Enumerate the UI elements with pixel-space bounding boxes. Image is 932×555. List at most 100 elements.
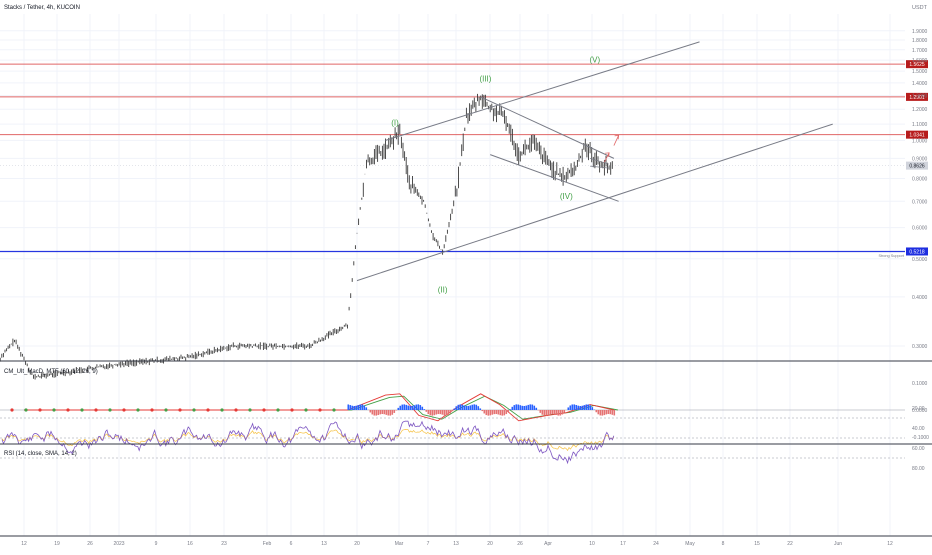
x-tick-label: 20 bbox=[354, 541, 360, 547]
macd-cross-dot bbox=[248, 408, 251, 411]
macd-histogram-bar bbox=[613, 410, 615, 415]
current-price-tag-text: 0.8626 bbox=[909, 164, 925, 170]
macd-histogram-bar bbox=[349, 405, 351, 410]
macd-histogram-bar bbox=[591, 407, 593, 410]
x-tick-label: 9 bbox=[155, 541, 158, 547]
rsi-tick-label: 20.00 bbox=[912, 406, 925, 412]
macd-cross-dot bbox=[164, 408, 167, 411]
macd-histogram-bar bbox=[467, 406, 469, 410]
macd-histogram-bar bbox=[481, 410, 483, 411]
x-tick-label: 23 bbox=[221, 541, 227, 547]
macd-histogram-bar bbox=[387, 410, 389, 416]
macd-histogram-bar bbox=[483, 410, 485, 413]
macd-histogram-bar bbox=[435, 410, 437, 415]
rsi-tick-label: 80.00 bbox=[912, 466, 925, 472]
macd-histogram-bar bbox=[531, 405, 533, 410]
macd-histogram-bar bbox=[417, 404, 419, 410]
macd-histogram-bar bbox=[433, 410, 435, 415]
macd-histogram-bar bbox=[491, 410, 493, 415]
x-tick-label: 20 bbox=[487, 541, 493, 547]
x-tick-label: 22 bbox=[787, 541, 793, 547]
macd-histogram-bar bbox=[471, 405, 473, 410]
x-tick-label: 15 bbox=[754, 541, 760, 547]
macd-histogram-bar bbox=[427, 410, 429, 414]
macd-histogram-bar bbox=[575, 405, 577, 410]
macd-histogram-bar bbox=[535, 408, 537, 410]
macd-histogram-bar bbox=[445, 410, 447, 416]
macd-histogram-bar bbox=[355, 406, 357, 410]
macd-histogram-bar bbox=[365, 407, 367, 410]
macd-histogram-bar bbox=[443, 410, 445, 415]
macd-histogram-bar bbox=[597, 410, 599, 414]
macd-cross-dot bbox=[52, 408, 55, 411]
macd-histogram-bar bbox=[451, 410, 453, 411]
macd-histogram-bar bbox=[379, 410, 381, 414]
macd-line bbox=[24, 394, 614, 421]
macd-histogram-bar bbox=[493, 410, 495, 414]
x-tick-label: Apr bbox=[544, 541, 552, 547]
macd-histogram-bar bbox=[489, 410, 491, 415]
y-tick-label: 1.8000 bbox=[912, 38, 928, 44]
level-note: Strong Support bbox=[878, 254, 904, 258]
macd-cross-dot bbox=[136, 408, 139, 411]
macd-histogram-bar bbox=[485, 410, 487, 415]
macd-histogram-bar bbox=[505, 410, 507, 414]
macd-histogram-bar bbox=[611, 410, 613, 415]
macd-histogram-bar bbox=[607, 410, 609, 414]
macd-histogram-bar bbox=[571, 404, 573, 410]
macd-histogram-bar bbox=[547, 410, 549, 415]
macd-histogram-bar bbox=[413, 405, 415, 410]
wave-label: (III) bbox=[479, 75, 491, 84]
macd-histogram-bar bbox=[389, 410, 391, 416]
macd-histogram-bar bbox=[579, 406, 581, 410]
y-tick-label: 0.5000 bbox=[912, 257, 928, 263]
y-tick-label: 1.3000 bbox=[912, 94, 928, 100]
macd-cross-dot bbox=[108, 408, 111, 411]
macd-histogram-bar bbox=[599, 410, 601, 415]
macd-histogram-bar bbox=[539, 410, 541, 413]
macd-histogram-bar bbox=[473, 404, 475, 410]
macd-histogram-bar bbox=[441, 410, 443, 415]
macd-cross-dot bbox=[206, 408, 209, 411]
macd-cross-dot bbox=[234, 408, 237, 411]
macd-histogram-bar bbox=[429, 410, 431, 415]
x-tick-label: Feb bbox=[263, 541, 272, 547]
macd-histogram-bar bbox=[353, 406, 355, 410]
macd-cross-dot bbox=[318, 408, 321, 411]
macd-histogram-bar bbox=[439, 410, 441, 414]
macd-title: CM_Ult_MacD_MTF (60, 12, 26, 9) bbox=[4, 369, 98, 375]
macd-histogram-bar bbox=[363, 405, 365, 410]
macd-histogram-bar bbox=[371, 410, 373, 414]
macd-histogram-bar bbox=[351, 406, 353, 410]
macd-histogram-bar bbox=[527, 405, 529, 410]
macd-histogram-bar bbox=[521, 406, 523, 410]
macd-cross-dot bbox=[66, 408, 69, 411]
y-tick-label: 1.9000 bbox=[912, 29, 928, 35]
x-tick-label: 12 bbox=[21, 541, 27, 547]
macd-histogram-bar bbox=[373, 410, 375, 416]
macd-histogram-bar bbox=[465, 406, 467, 410]
wave-label: (II) bbox=[438, 286, 448, 295]
macd-cross-dot bbox=[276, 408, 279, 411]
macd-cross-dot bbox=[122, 408, 125, 411]
macd-histogram-bar bbox=[453, 409, 455, 410]
macd-histogram-bar bbox=[501, 410, 503, 416]
macd-cross-dot bbox=[332, 408, 335, 411]
x-tick-label: 13 bbox=[453, 541, 459, 547]
macd-cross-dot bbox=[220, 408, 223, 411]
macd-histogram-bar bbox=[383, 410, 385, 414]
macd-histogram-bar bbox=[525, 406, 527, 410]
macd-histogram-bar bbox=[447, 410, 449, 415]
macd-cross-dot bbox=[24, 408, 27, 411]
y-tick-label: 1.6000 bbox=[912, 58, 928, 64]
macd-histogram-bar bbox=[589, 405, 591, 410]
trendline bbox=[490, 155, 618, 202]
y-tick-label: 1.1000 bbox=[912, 122, 928, 128]
wave-label: (IV) bbox=[560, 192, 573, 201]
macd-histogram-bar bbox=[459, 404, 461, 410]
axes: 1.90001.80001.70001.60001.50001.40001.30… bbox=[0, 29, 932, 547]
macd-histogram-bar bbox=[507, 410, 509, 412]
macd-histogram-bar bbox=[523, 406, 525, 410]
